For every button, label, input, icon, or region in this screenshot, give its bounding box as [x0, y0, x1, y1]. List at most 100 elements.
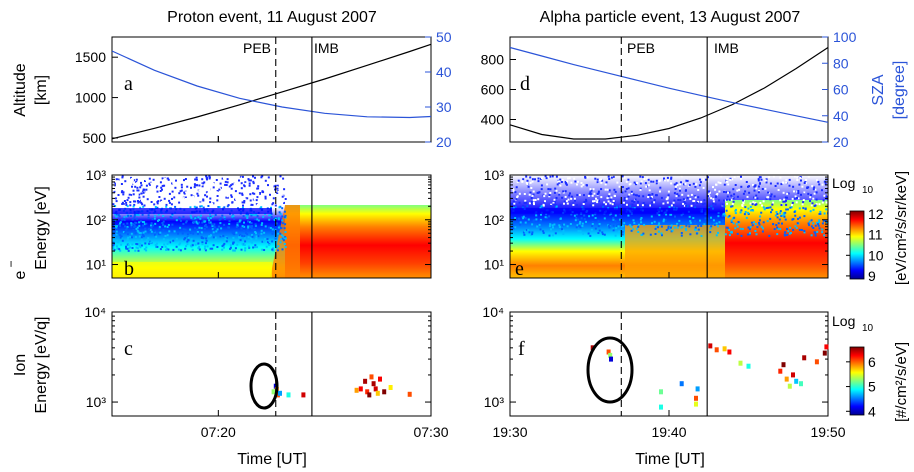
spectrogram-pixel — [114, 198, 117, 201]
spectrogram-pixel — [156, 185, 159, 188]
spectrogram-pixel — [525, 175, 528, 178]
spectrogram-pixel — [216, 195, 219, 197]
spectrogram-pixel — [662, 220, 665, 223]
spectrogram-pixel — [633, 200, 636, 203]
spectrogram-pixel — [181, 239, 184, 242]
spectrogram-pixel — [193, 221, 196, 223]
spectrogram-pixel — [570, 213, 573, 216]
spectrogram-pixel — [233, 249, 236, 252]
spectrogram-pixel — [145, 239, 148, 242]
spectrogram-pixel — [144, 227, 147, 230]
spectrogram-pixel — [168, 192, 171, 195]
spectrogram-pixel — [194, 200, 197, 203]
spectrogram-pixel — [789, 206, 792, 209]
spectrogram-pixel — [772, 223, 775, 226]
spectrogram-pixel — [549, 175, 552, 178]
spectrogram-pixel — [651, 193, 654, 196]
spectrogram-pixel — [251, 203, 254, 206]
spectrogram-pixel — [284, 195, 287, 198]
spectrogram-pixel — [647, 184, 650, 187]
spectrogram-pixel — [231, 215, 234, 218]
spectrogram-pixel — [643, 178, 646, 180]
spectrogram-pixel — [721, 214, 724, 217]
spectrogram-pixel — [685, 179, 688, 182]
spectrogram-pixel — [261, 222, 264, 225]
spectrogram-pixel — [251, 234, 253, 237]
spectrogram-pixel — [163, 197, 166, 200]
spectrogram-pixel — [766, 196, 769, 199]
spectrogram-pixel — [568, 177, 571, 180]
ion-count-pixel — [708, 343, 713, 349]
spectrogram-pixel — [823, 234, 826, 237]
spectrogram-pixel — [271, 240, 274, 243]
spectrogram-pixel — [145, 222, 148, 225]
spectrogram-pixel — [627, 178, 630, 181]
spectrogram-pixel — [603, 201, 606, 204]
spectrogram-pixel — [191, 248, 194, 251]
spectrogram-pixel — [772, 201, 775, 204]
spectrogram-pixel — [202, 188, 205, 191]
ion-colorbar-log-label: Log — [832, 313, 855, 329]
spectrogram-pixel — [164, 178, 167, 180]
spectrogram-pixel — [808, 220, 811, 223]
spectrogram-pixel — [572, 202, 575, 205]
ion-count-pixel — [727, 349, 732, 355]
spectrogram-pixel — [142, 231, 145, 234]
spectrogram-pixel — [207, 216, 210, 219]
spectrogram-pixel — [730, 219, 733, 222]
spectrogram-pixel — [119, 234, 122, 237]
spectrogram-pixel — [219, 180, 222, 183]
spectrogram-pixel — [564, 195, 567, 198]
spectrogram-pixel — [644, 182, 647, 185]
spectrogram-pixel — [271, 248, 274, 251]
spectrogram-pixel — [135, 217, 138, 220]
spectrogram-pixel — [791, 201, 794, 204]
spectrogram-pixel — [761, 188, 764, 190]
spectrogram-pixel — [544, 216, 547, 219]
spectrogram-pixel — [209, 215, 212, 218]
spectrogram-pixel — [128, 179, 131, 182]
ion-count-pixel — [354, 387, 359, 393]
spectrogram-pixel — [276, 249, 279, 252]
spectrogram-pixel — [535, 218, 538, 221]
spectrogram-pixel — [783, 213, 786, 216]
spectrogram-pixel — [236, 224, 239, 227]
spectrogram-pixel — [221, 214, 224, 217]
spectrogram-pixel — [125, 201, 128, 204]
spectrogram-pixel — [582, 232, 585, 235]
spectrogram-pixel — [224, 218, 226, 220]
spectrogram-pixel — [592, 202, 594, 205]
spectrogram-pixel — [133, 213, 136, 216]
spectrogram-pixel — [254, 223, 257, 226]
spectrogram-pixel — [244, 247, 247, 250]
spectrogram-pixel — [547, 175, 550, 178]
spectrogram-pixel — [570, 181, 573, 184]
spectrogram-pixel — [224, 203, 227, 206]
spectrogram-pixel — [736, 232, 739, 235]
spectrogram-pixel — [515, 186, 518, 189]
spectrogram-pixel — [252, 214, 255, 217]
spectrogram-pixel — [282, 177, 285, 180]
spectrogram-pixel — [734, 227, 737, 230]
spectrogram-pixel — [785, 208, 788, 211]
spectrogram-pixel — [608, 193, 611, 196]
spectrogram-pixel — [751, 224, 754, 227]
spectrogram-pixel — [794, 225, 797, 228]
spectrogram-pixel — [525, 201, 528, 204]
spectrogram-pixel — [650, 215, 653, 218]
spectrogram-pixel — [809, 196, 812, 199]
spectrogram-pixel — [134, 235, 137, 238]
spectrogram-pixel — [279, 212, 282, 215]
spectrogram-pixel — [573, 177, 576, 180]
spectrogram-pixel — [196, 192, 199, 195]
spectrogram-pixel — [160, 186, 163, 189]
spectrogram-pixel — [754, 230, 757, 232]
spectrogram-pixel — [712, 207, 714, 210]
spectrogram-pixel — [196, 216, 199, 219]
spectrogram-pixel — [629, 205, 632, 208]
spectrogram-pixel — [112, 189, 115, 192]
ion-count-pixel — [802, 355, 807, 361]
spectrogram-pixel — [147, 179, 149, 182]
spectrogram-pixel — [679, 183, 682, 186]
